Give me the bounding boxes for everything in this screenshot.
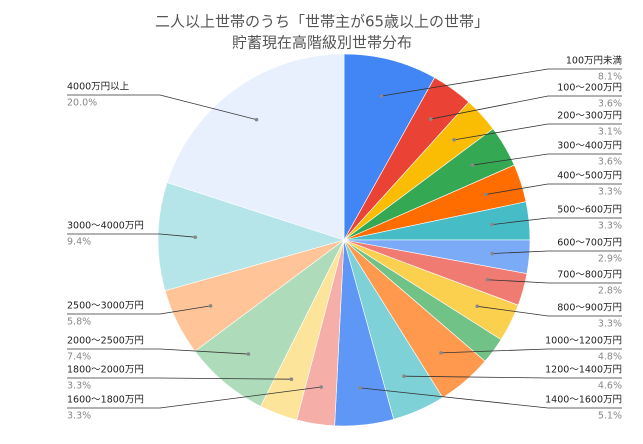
slice-value: 3.3% bbox=[67, 411, 91, 422]
leader-line bbox=[453, 123, 622, 141]
slice-label: 200～300万円 bbox=[557, 111, 622, 122]
leader-dot bbox=[358, 386, 363, 390]
pie-slice bbox=[157, 182, 346, 292]
leader-dot bbox=[289, 377, 294, 381]
leader-line bbox=[67, 348, 249, 355]
slice-label: 4000万円以上 bbox=[67, 82, 130, 93]
leader-line bbox=[430, 95, 622, 120]
leader-dot bbox=[246, 352, 251, 356]
slice-value: 3.6% bbox=[598, 99, 622, 110]
slice-label: 1000～1200万円 bbox=[545, 336, 622, 347]
chart-subtitle: 貯蓄現在高階級別世帯分布 bbox=[232, 34, 412, 52]
slice-value: 2.8% bbox=[598, 286, 622, 297]
leader-line bbox=[492, 250, 622, 254]
leader-line bbox=[67, 233, 196, 238]
pie-slice bbox=[166, 53, 345, 241]
leader-line bbox=[67, 386, 322, 409]
slice-value: 5.8% bbox=[67, 317, 91, 328]
slice-value: 3.3% bbox=[598, 221, 622, 232]
slice-value: 9.4% bbox=[67, 237, 91, 248]
leader-dot bbox=[193, 235, 198, 239]
leader-dot bbox=[490, 251, 494, 256]
slice-value: 3.3% bbox=[67, 381, 91, 392]
slice-value: 4.8% bbox=[598, 352, 622, 363]
slice-label: 500～600万円 bbox=[557, 205, 622, 216]
slice-value: 20.0% bbox=[67, 98, 97, 109]
slice-value: 3.3% bbox=[598, 319, 622, 330]
leader-line bbox=[403, 375, 622, 379]
leader-dot bbox=[208, 304, 213, 308]
slice-value: 4.6% bbox=[598, 381, 622, 392]
slice-value: 3.3% bbox=[598, 187, 622, 198]
leader-dot bbox=[475, 304, 480, 309]
leader-line bbox=[67, 305, 211, 315]
slice-label: 700～800万円 bbox=[557, 270, 622, 281]
slice-label: 400～500万円 bbox=[557, 171, 622, 182]
leader-dot bbox=[319, 385, 323, 389]
slice-value: 2.9% bbox=[598, 254, 622, 265]
leader-dot bbox=[485, 277, 490, 282]
leader-line bbox=[360, 387, 622, 409]
pie-slice bbox=[343, 53, 436, 242]
leader-line bbox=[472, 153, 622, 166]
leader-line bbox=[487, 279, 622, 284]
slice-label: 3000～4000万円 bbox=[67, 221, 144, 232]
slice-label: 1400～1600万円 bbox=[545, 395, 622, 406]
slice-value: 3.6% bbox=[598, 157, 622, 168]
leader-line bbox=[67, 94, 257, 121]
slice-label: 800～900万円 bbox=[557, 303, 622, 314]
leader-dot bbox=[470, 163, 475, 167]
slice-label: 1600～1800万円 bbox=[67, 395, 144, 406]
leader-dot bbox=[452, 138, 456, 142]
leader-dot bbox=[379, 94, 384, 98]
leader-dot bbox=[428, 117, 433, 121]
leader-dot bbox=[483, 192, 488, 197]
slice-value: 7.4% bbox=[67, 352, 91, 363]
leader-dot bbox=[402, 374, 406, 378]
leader-line bbox=[491, 217, 622, 225]
slice-label: 100万円未満 bbox=[566, 55, 623, 67]
slice-label: 600～700万円 bbox=[557, 238, 622, 249]
leader-line bbox=[477, 305, 622, 317]
slice-label: 1800～2000万円 bbox=[67, 365, 144, 376]
slice-label: 1200～1400万円 bbox=[545, 365, 622, 376]
slice-value: 3.1% bbox=[598, 127, 622, 138]
slice-label: 2500～3000万円 bbox=[67, 301, 144, 312]
chart-title: 二人以上世帯のうち「世帯主が65歳以上の世帯」 bbox=[155, 13, 489, 31]
leader-dot bbox=[490, 222, 494, 227]
leader-dot bbox=[439, 351, 443, 355]
leader-line bbox=[381, 68, 622, 97]
slice-value: 8.1% bbox=[598, 72, 622, 83]
slice-label: 100～200万円 bbox=[557, 83, 622, 94]
slice-value: 5.1% bbox=[598, 411, 622, 422]
leader-line bbox=[485, 183, 622, 195]
leader-line bbox=[67, 377, 292, 380]
leader-line bbox=[440, 348, 622, 354]
leader-dot bbox=[254, 117, 259, 122]
slice-label: 300～400万円 bbox=[557, 141, 622, 152]
slice-label: 2000～2500万円 bbox=[67, 336, 144, 347]
